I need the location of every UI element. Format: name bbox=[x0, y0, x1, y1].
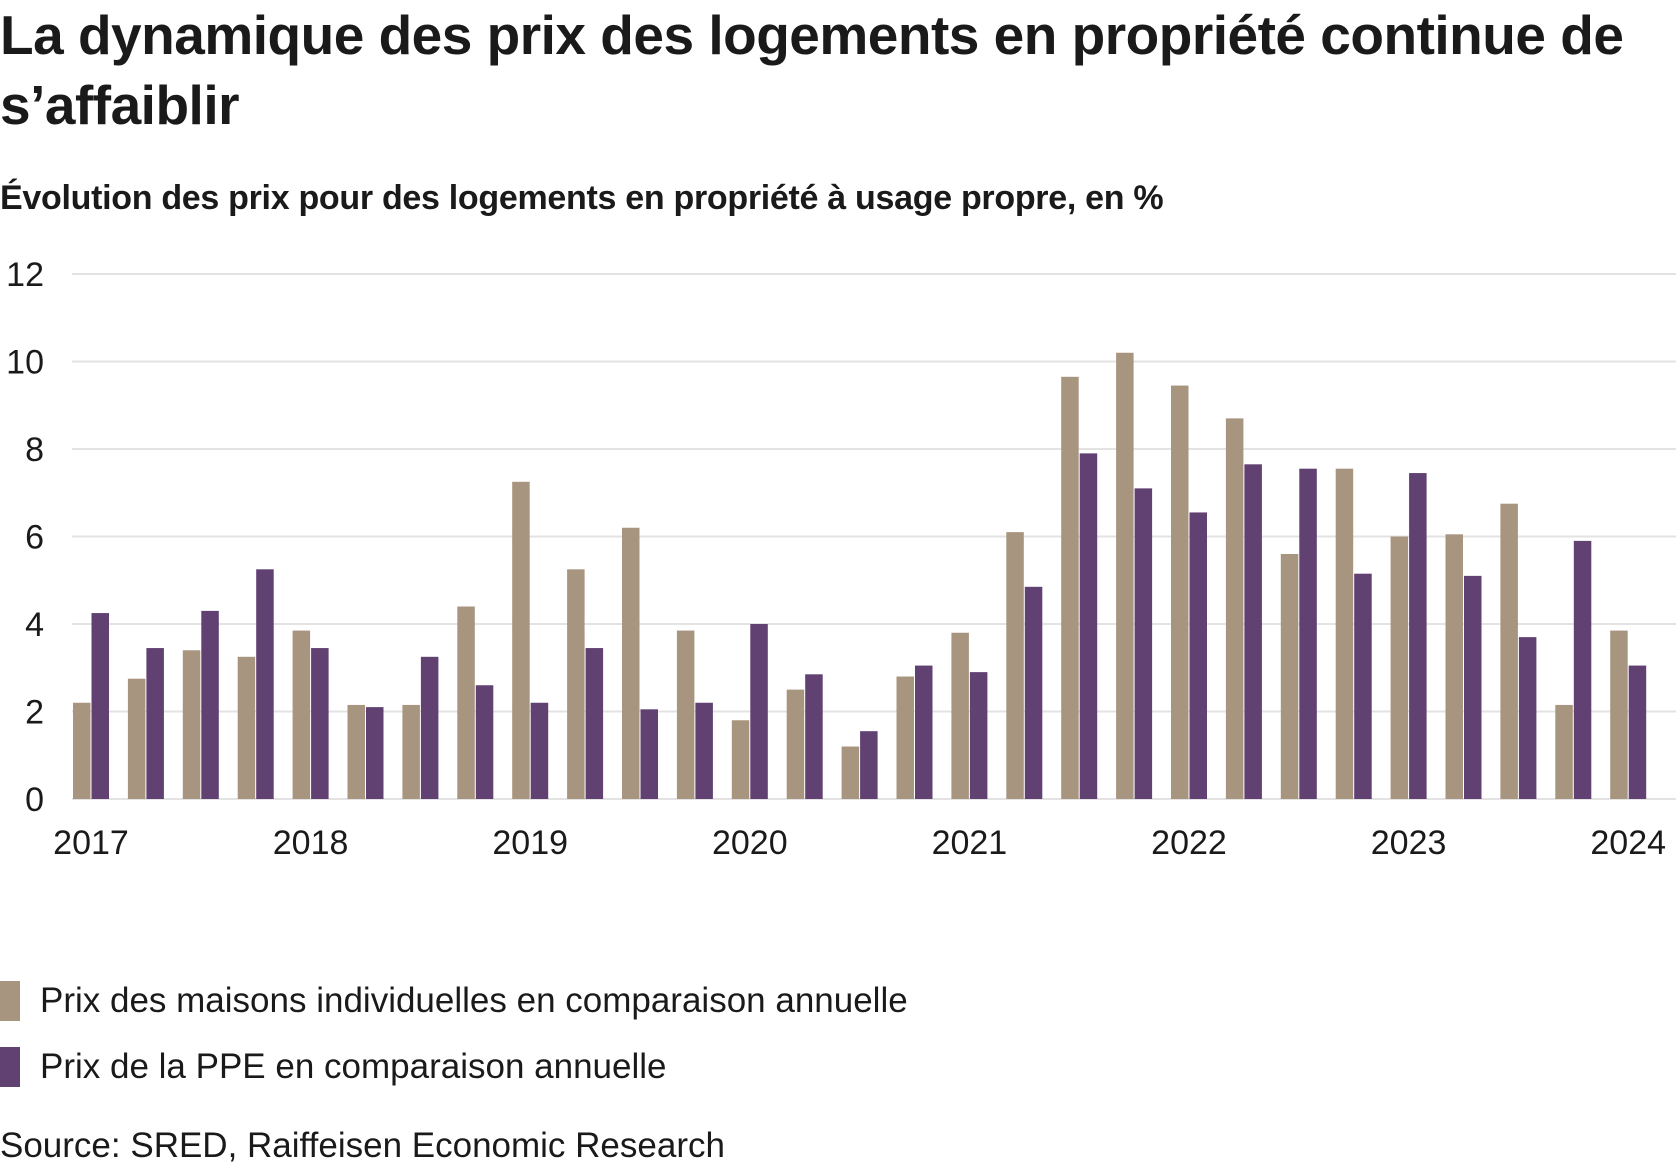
bar-houses-1 bbox=[127, 678, 146, 799]
bar-houses-11 bbox=[676, 630, 695, 799]
bar-ppe-26 bbox=[1518, 637, 1537, 799]
x-tick-label-2022: 2022 bbox=[1151, 824, 1227, 862]
source-note: Source: SRED, Raiffeisen Economic Resear… bbox=[0, 1126, 725, 1165]
bar-houses-9 bbox=[567, 569, 585, 799]
bar-houses-3 bbox=[237, 656, 256, 799]
y-tick-label: 10 bbox=[6, 344, 44, 382]
bar-houses-12 bbox=[731, 720, 750, 799]
bar-houses-8 bbox=[512, 481, 530, 799]
bars bbox=[73, 352, 1647, 799]
bar-houses-20 bbox=[1171, 385, 1189, 799]
y-axis-ticks: 0 2 4 6 8 10 12 bbox=[6, 256, 44, 819]
x-tick-label-2019: 2019 bbox=[492, 824, 568, 862]
bar-ppe-1 bbox=[146, 648, 164, 799]
gridlines bbox=[72, 273, 1676, 800]
x-tick-label-2020: 2020 bbox=[712, 824, 788, 862]
bar-ppe-13 bbox=[805, 674, 823, 799]
legend-swatch-ppe bbox=[0, 1047, 20, 1087]
bar-ppe-7 bbox=[475, 685, 494, 799]
bar-ppe-28 bbox=[1628, 665, 1647, 799]
bar-houses-25 bbox=[1445, 534, 1463, 799]
x-tick-label-2018: 2018 bbox=[273, 824, 349, 862]
bar-houses-6 bbox=[402, 704, 420, 799]
bar-houses-27 bbox=[1555, 704, 1573, 799]
bar-ppe-17 bbox=[1024, 586, 1043, 799]
bar-ppe-24 bbox=[1409, 473, 1427, 799]
bar-ppe-8 bbox=[530, 702, 549, 799]
bar-ppe-16 bbox=[969, 672, 988, 799]
x-tick-label-2024: 2024 bbox=[1590, 824, 1666, 862]
bar-houses-28 bbox=[1610, 630, 1628, 799]
y-tick-label: 12 bbox=[6, 256, 44, 294]
bar-ppe-0 bbox=[91, 613, 109, 799]
y-tick-label: 8 bbox=[25, 431, 44, 469]
y-tick-label: 0 bbox=[25, 781, 44, 819]
bar-houses-2 bbox=[182, 650, 201, 799]
bar-ppe-10 bbox=[640, 709, 658, 799]
x-tick-label-2017: 2017 bbox=[53, 824, 129, 862]
legend-label-ppe: Prix de la PPE en comparaison annuelle bbox=[40, 1047, 667, 1086]
x-tick-label-2023: 2023 bbox=[1371, 824, 1447, 862]
bar-houses-4 bbox=[292, 630, 311, 799]
chart-title: La dynamique des prix des logements en p… bbox=[0, 4, 1624, 136]
bar-ppe-18 bbox=[1079, 453, 1098, 799]
bar-ppe-21 bbox=[1244, 464, 1262, 799]
legend-label-houses: Prix des maisons individuelles en compar… bbox=[40, 981, 908, 1020]
bar-ppe-9 bbox=[585, 648, 604, 799]
legend-item-ppe: Prix de la PPE en comparaison annuelle bbox=[0, 1034, 908, 1100]
bar-ppe-25 bbox=[1464, 575, 1482, 799]
bar-houses-0 bbox=[73, 702, 91, 799]
chart-subtitle: Évolution des prix pour des logements en… bbox=[0, 179, 1164, 217]
bar-ppe-12 bbox=[750, 624, 768, 799]
bar-houses-19 bbox=[1116, 352, 1134, 799]
bar-ppe-23 bbox=[1354, 573, 1372, 799]
bar-houses-13 bbox=[786, 689, 805, 799]
bar-houses-18 bbox=[1061, 376, 1079, 799]
bar-houses-15 bbox=[896, 676, 914, 799]
bar-ppe-2 bbox=[201, 610, 219, 799]
bar-houses-24 bbox=[1390, 536, 1409, 799]
bar-houses-26 bbox=[1500, 503, 1518, 799]
bar-ppe-22 bbox=[1299, 468, 1317, 799]
bar-houses-17 bbox=[1006, 532, 1024, 799]
x-tick-label-2021: 2021 bbox=[932, 824, 1008, 862]
bar-houses-10 bbox=[622, 527, 640, 799]
y-tick-label: 2 bbox=[25, 694, 44, 732]
bar-ppe-11 bbox=[695, 702, 713, 799]
bar-houses-16 bbox=[951, 632, 969, 799]
bar-houses-7 bbox=[457, 606, 475, 799]
bar-ppe-6 bbox=[420, 656, 439, 799]
bar-houses-5 bbox=[347, 704, 365, 799]
bar-ppe-19 bbox=[1134, 488, 1153, 799]
legend: Prix des maisons individuelles en compar… bbox=[0, 968, 908, 1100]
bar-ppe-5 bbox=[366, 707, 384, 799]
bar-houses-21 bbox=[1225, 418, 1244, 799]
bar-ppe-20 bbox=[1189, 512, 1207, 799]
y-tick-label: 4 bbox=[25, 606, 44, 644]
bar-ppe-3 bbox=[256, 569, 274, 799]
bar-ppe-27 bbox=[1573, 540, 1592, 799]
x-axis-ticks: 2017 2018 2019 2020 2021 2022 2023 2024 bbox=[53, 824, 1666, 862]
bar-houses-14 bbox=[841, 746, 860, 799]
legend-swatch-houses bbox=[0, 981, 20, 1021]
bar-ppe-15 bbox=[915, 665, 933, 799]
bar-houses-22 bbox=[1280, 554, 1299, 799]
legend-item-houses: Prix des maisons individuelles en compar… bbox=[0, 968, 908, 1034]
bar-ppe-4 bbox=[311, 648, 329, 799]
y-tick-label: 6 bbox=[25, 519, 44, 557]
bar-houses-23 bbox=[1335, 468, 1354, 799]
bar-ppe-14 bbox=[860, 731, 878, 799]
